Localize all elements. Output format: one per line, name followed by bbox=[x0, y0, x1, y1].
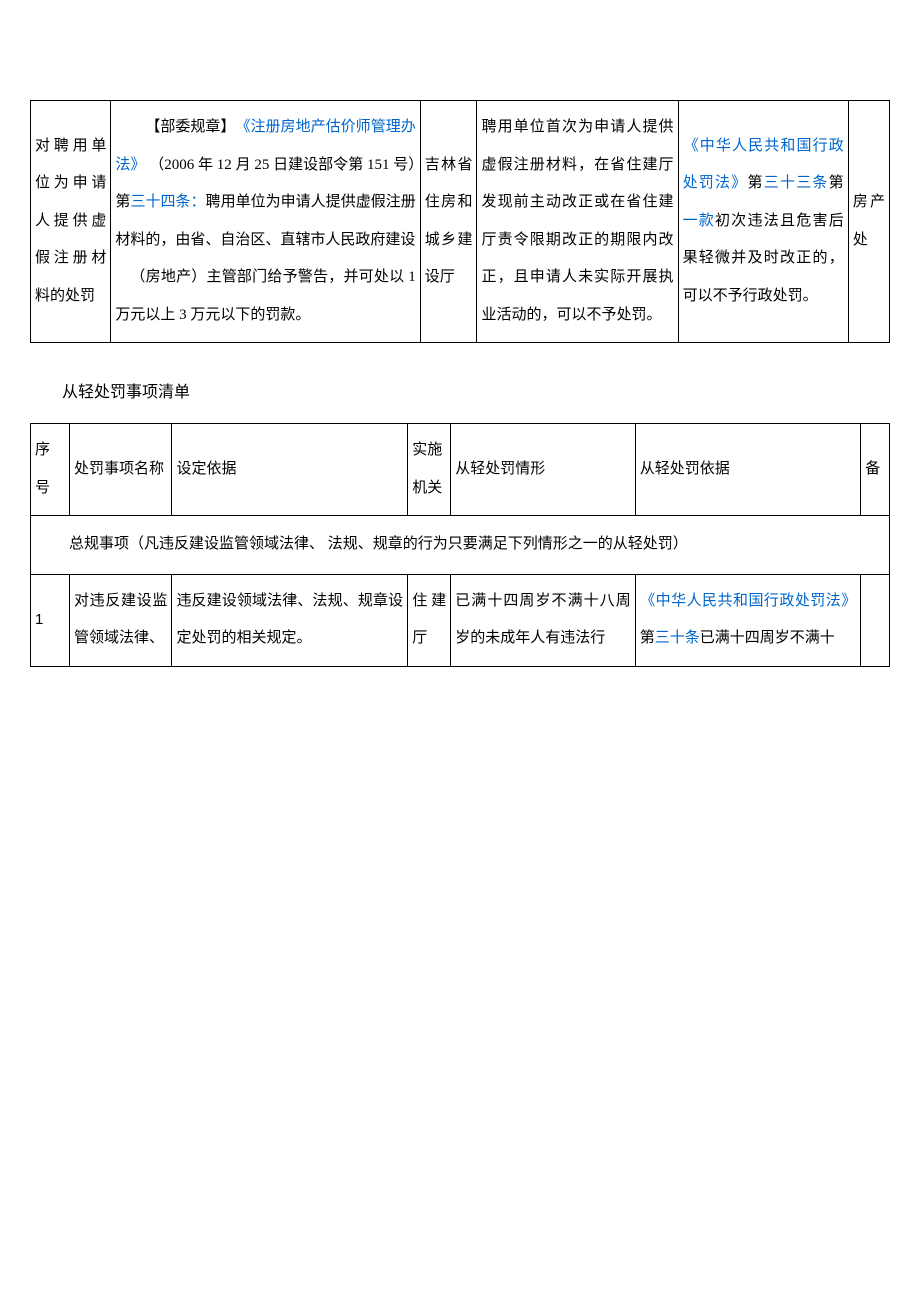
cell-seq: 1 bbox=[31, 574, 70, 666]
cell-text: 1 bbox=[35, 611, 43, 628]
cell-situation: 聘用单位首次为申请人提供虚假注册材料，在省住建厅发现前主动改正或在省住建厅责令限… bbox=[477, 101, 678, 343]
header-legal-basis: 从轻处罚依据 bbox=[635, 424, 861, 516]
label-text: 第 bbox=[640, 630, 655, 646]
cell-situation: 已满十四周岁不满十八周岁的未成年人有违法行 bbox=[451, 574, 636, 666]
table-row: 对聘用单位为申请人提供虚假注册材料的处罚 【部委规章】《注册房地产估价师管理办法… bbox=[31, 101, 890, 343]
table-header-row: 序号 处罚事项名称 设定依据 实施机关 从轻处罚情形 从轻处罚依据 备 bbox=[31, 424, 890, 516]
cell-text: 【部委规章】《注册房地产估价师管理办法》 （2006 年 12 月 25 日建设… bbox=[115, 109, 415, 259]
cell-text: 《中华人民共和国行政处罚法》第三十条已满十四周岁不满十 bbox=[640, 583, 857, 658]
header-basis: 设定依据 bbox=[172, 424, 408, 516]
label-text: 第 bbox=[748, 175, 764, 191]
cell-dept: 房产处 bbox=[848, 101, 889, 343]
label-text: 已满十四周岁不满十 bbox=[700, 630, 835, 646]
header-seq: 序号 bbox=[31, 424, 70, 516]
cell-basis: 违反建设领域法律、法规、规章设定处罚的相关规定。 bbox=[172, 574, 408, 666]
penalty-table-1: 对聘用单位为申请人提供虚假注册材料的处罚 【部委规章】《注册房地产估价师管理办法… bbox=[30, 100, 890, 343]
clause-link: 一款 bbox=[683, 213, 715, 229]
section-heading: 从轻处罚事项清单 bbox=[30, 373, 890, 413]
cell-text: 聘用单位首次为申请人提供虚假注册材料，在省住建厅发现前主动改正或在省住建厅责令限… bbox=[481, 109, 673, 334]
table-banner-row: 总规事项（凡违反建设监管领域法律、 法规、规章的行为只要满足下列情形之一的从轻处… bbox=[31, 516, 890, 575]
cell-text: （房地产）主管部门给予警告，并可处以 1 万元以上 3 万元以下的罚款。 bbox=[115, 259, 415, 334]
cell-agency: 住建厅 bbox=[408, 574, 451, 666]
cell-legal-basis: 《中华人民共和国行政处罚法》第三十三条第一款初次违法且危害后果轻微并及时改正的，… bbox=[678, 101, 848, 343]
cell-name: 对违反建设监管领域法律、 bbox=[69, 574, 172, 666]
article-link: 三十四条： bbox=[130, 194, 205, 210]
cell-legal-basis: 《中华人民共和国行政处罚法》第三十条已满十四周岁不满十 bbox=[635, 574, 861, 666]
law-link: 《中华人民共和国行政处罚法》 bbox=[640, 593, 857, 609]
header-remark: 备 bbox=[861, 424, 890, 516]
cell-text: 吉林省住房和城乡建设厅 bbox=[425, 147, 473, 297]
label-text: 【部委规章】 bbox=[115, 109, 235, 147]
article-link: 三十条 bbox=[655, 630, 700, 646]
header-text: 实施机关 bbox=[412, 442, 442, 496]
banner-text: 总规事项（凡违反建设监管领域法律、 法规、规章的行为只要满足下列情形之一的从轻处… bbox=[39, 526, 881, 564]
header-text: 处罚事项名称 bbox=[74, 461, 164, 477]
lenient-penalty-table: 序号 处罚事项名称 设定依据 实施机关 从轻处罚情形 从轻处罚依据 备 总规事项… bbox=[30, 423, 890, 667]
cell-text: 房产处 bbox=[853, 184, 885, 259]
header-text: 设定依据 bbox=[176, 461, 236, 477]
table-row: 1 对违反建设监管领域法律、 违反建设领域法律、法规、规章设定处罚的相关规定。 … bbox=[31, 574, 890, 666]
cell-text: 已满十四周岁不满十八周岁的未成年人有违法行 bbox=[455, 583, 631, 658]
cell-remark bbox=[861, 574, 890, 666]
cell-text: 《中华人民共和国行政处罚法》第三十三条第一款初次违法且危害后果轻微并及时改正的，… bbox=[683, 128, 844, 316]
cell-item-name: 对聘用单位为申请人提供虚假注册材料的处罚 bbox=[31, 101, 111, 343]
header-text: 从轻处罚情形 bbox=[455, 461, 545, 477]
cell-agency: 吉林省住房和城乡建设厅 bbox=[420, 101, 477, 343]
header-text: 序号 bbox=[35, 442, 50, 496]
label-text: 第 bbox=[829, 175, 844, 191]
article-link: 三十三条 bbox=[764, 175, 829, 191]
cell-basis: 【部委规章】《注册房地产估价师管理办法》 （2006 年 12 月 25 日建设… bbox=[111, 101, 420, 343]
header-situation: 从轻处罚情形 bbox=[451, 424, 636, 516]
header-text: 备 bbox=[865, 461, 880, 477]
banner-cell: 总规事项（凡违反建设监管领域法律、 法规、规章的行为只要满足下列情形之一的从轻处… bbox=[31, 516, 890, 575]
header-text: 从轻处罚依据 bbox=[640, 461, 730, 477]
cell-text: 住建厅 bbox=[412, 583, 446, 658]
header-name: 处罚事项名称 bbox=[69, 424, 172, 516]
header-agency: 实施机关 bbox=[408, 424, 451, 516]
cell-text: 对违反建设监管领域法律、 bbox=[74, 583, 168, 658]
cell-text: 违反建设领域法律、法规、规章设定处罚的相关规定。 bbox=[176, 583, 403, 658]
cell-text: 对聘用单位为申请人提供虚假注册材料的处罚 bbox=[35, 128, 106, 316]
